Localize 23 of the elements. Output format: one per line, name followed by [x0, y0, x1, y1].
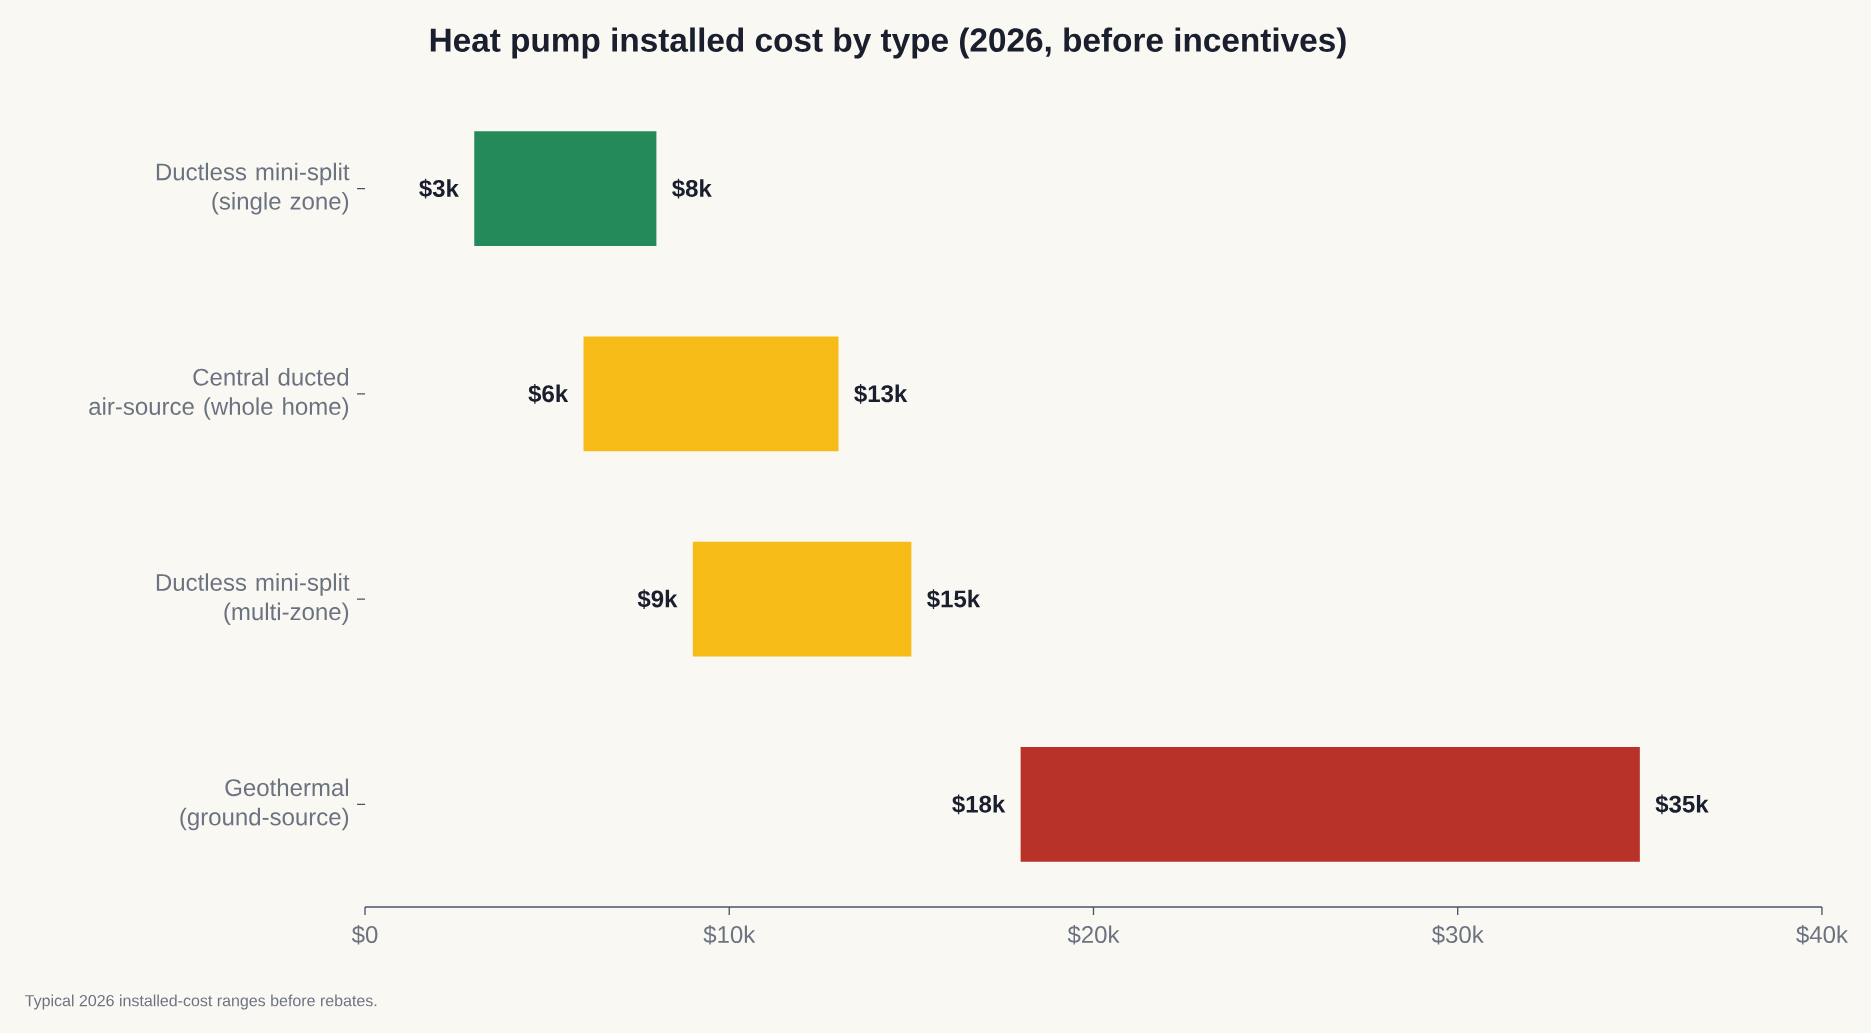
chart-title: Heat pump installed cost by type (2026, before incentives): [430, 27, 1346, 59]
x-tick-label: $40k: [1796, 925, 1849, 945]
annotation: $35k: [1655, 794, 1709, 815]
bar: [583, 336, 839, 452]
annotation: $8k: [672, 178, 712, 199]
bar: [692, 541, 912, 657]
annotation: $6k: [528, 384, 569, 404]
annotation: $9k: [637, 589, 678, 609]
y-tick-label: Ductless mini-split (single zone): [156, 162, 350, 215]
x-tick-label: $0: [351, 925, 378, 945]
x-tick-label: $20k: [1067, 925, 1120, 945]
bar: [1020, 746, 1640, 862]
annotation: $13k: [854, 384, 908, 404]
annotation: $15k: [927, 589, 981, 609]
x-tick-label: $10k: [703, 925, 756, 945]
annotation: $3k: [419, 178, 459, 199]
bar: [474, 131, 657, 247]
y-tick-label: Geothermal (ground-source): [180, 778, 349, 831]
y-tick-label: Central ducted air-source (whole home): [89, 368, 349, 420]
text: Typical 2026 installed-cost ranges before rebates.: [25, 994, 377, 1010]
y-tick-label: Ductless mini-split (multi-zone): [156, 573, 350, 625]
x-tick-label: $30k: [1431, 925, 1484, 945]
annotation: $18k: [952, 794, 1006, 815]
